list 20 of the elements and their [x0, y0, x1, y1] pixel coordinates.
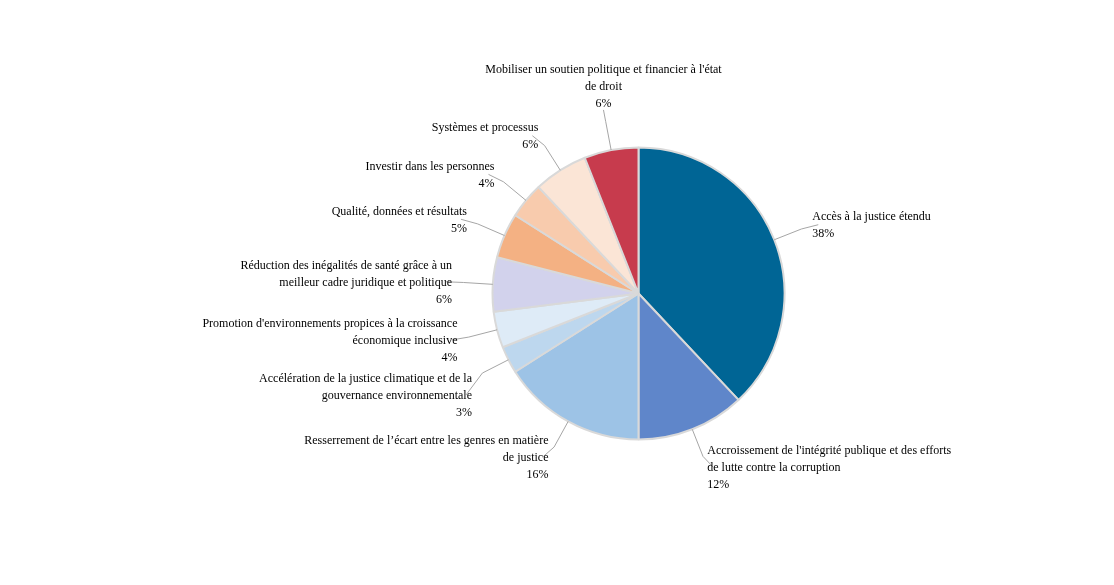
slice-label: Réduction des inégalités de santé grâce à un meilleur cadre juridique et politique	[240, 257, 452, 289]
slice-label: Accélération de la justice climatique et de la gouvernance environnementale	[259, 371, 473, 402]
slice-label: Accroissement de l'intégrité publique et des efforts de lutte contre la corruption	[707, 443, 952, 475]
slice-label: Promotion d'environnements propices à la croissance économique inclusive	[202, 316, 458, 347]
slice-label: Resserrement de l’écart entre les genres en matière de justice	[304, 433, 549, 465]
data-label: 6%	[522, 137, 539, 152]
slice-label: Investir dans les personnes	[365, 158, 495, 173]
data-label: 6%	[595, 95, 612, 110]
data-label: 38%	[812, 226, 835, 241]
slice-label: Qualité, données et résultats	[331, 203, 468, 218]
data-label: 4%	[478, 175, 495, 190]
data-label: 4%	[441, 349, 458, 364]
data-label: 16%	[526, 467, 549, 482]
slice-label: Mobiliser un soutien politique et financier à l'état de droit	[485, 62, 723, 94]
data-label: 5%	[450, 220, 467, 235]
data-label: 12%	[707, 477, 730, 492]
data-label: 3%	[455, 404, 472, 419]
slice-label: Accès à la justice étendu	[812, 209, 931, 224]
data-label: 6%	[435, 291, 452, 306]
slice-label: Systèmes et processus	[431, 120, 539, 135]
